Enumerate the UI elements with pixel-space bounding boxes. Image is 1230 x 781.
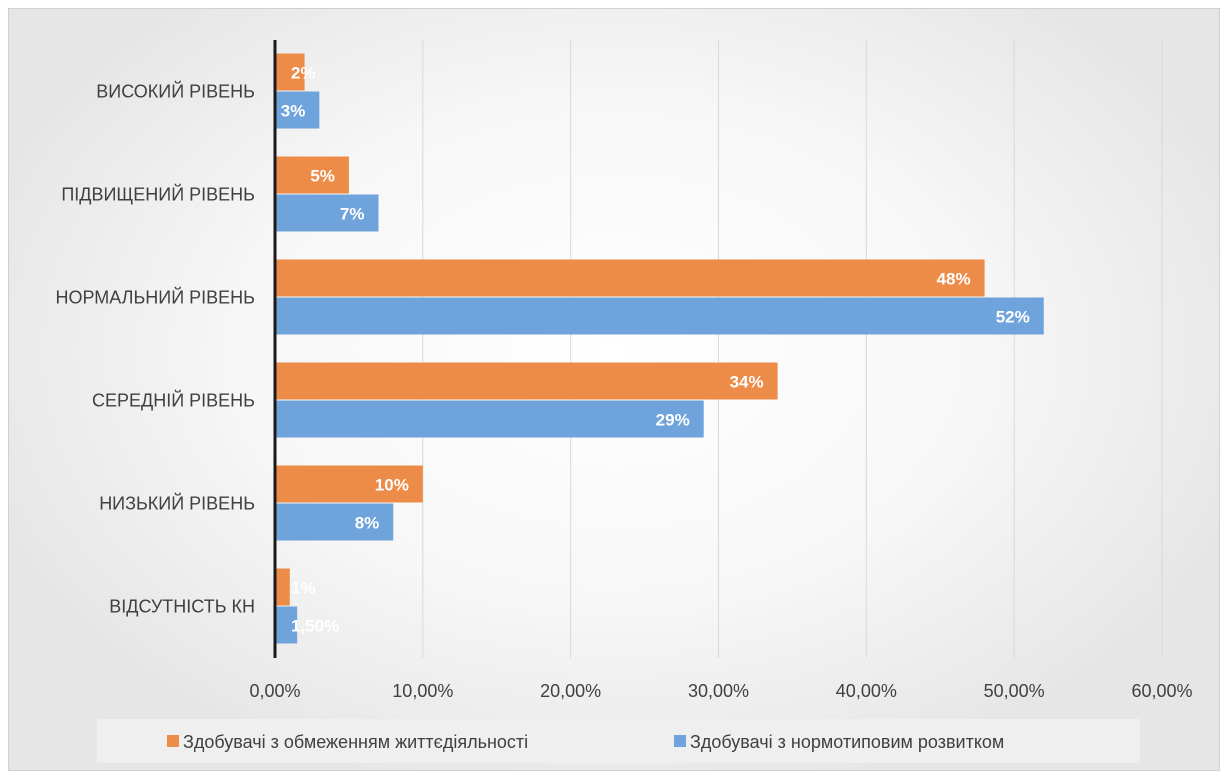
legend-swatch-series-2	[674, 735, 686, 747]
data-label: 48%	[937, 270, 971, 289]
data-label: 5%	[310, 167, 335, 186]
bar-series-2	[275, 194, 379, 232]
x-tick-label: 0,00%	[249, 681, 300, 701]
bar-series-2	[275, 503, 394, 541]
data-label: 34%	[730, 373, 764, 392]
gridlines	[422, 40, 1163, 658]
bar-series-2	[275, 297, 1044, 335]
legend-background	[97, 719, 1140, 763]
category-label: ПІДВИЩЕНИЙ РІВЕНЬ	[61, 184, 255, 205]
bar-series-1	[275, 156, 349, 194]
data-labels: 2% 3% 5% 7% 48% 52% 34% 29% 10% 8% 1% 1,50%	[281, 64, 1030, 636]
legend-label-series-2: Здобувачі з нормотиповим розвитком	[690, 732, 1004, 752]
category-label: НОРМАЛЬНИЙ РІВЕНЬ	[55, 287, 255, 308]
bar-series-1	[275, 465, 423, 503]
x-tick-label: 30,00%	[688, 681, 749, 701]
bar-series-2	[275, 400, 704, 438]
bar-series-1	[275, 568, 290, 606]
x-tick-label: 10,00%	[392, 681, 453, 701]
data-label: 3%	[281, 102, 306, 121]
category-labels: ВИСОКИЙ РІВЕНЬ ПІДВИЩЕНИЙ РІВЕНЬ НОРМАЛЬНИ…	[55, 81, 255, 617]
data-label: 2%	[291, 64, 316, 83]
bars	[275, 53, 1044, 644]
x-tick-labels: 0,00% 10,00% 20,00% 30,00% 40,00% 50,00% 60,00…	[249, 681, 1192, 701]
data-label: 1%	[291, 579, 316, 598]
data-label: 7%	[340, 205, 365, 224]
x-tick-label: 50,00%	[984, 681, 1045, 701]
bar-series-2	[275, 606, 298, 644]
legend-swatch-series-1	[167, 735, 179, 747]
x-tick-label: 20,00%	[540, 681, 601, 701]
data-label: 29%	[656, 411, 690, 430]
bar-series-1	[275, 53, 305, 91]
category-label: СЕРЕДНІЙ РІВЕНЬ	[92, 390, 255, 411]
category-label: ВИСОКИЙ РІВЕНЬ	[96, 81, 255, 102]
data-label: 8%	[355, 514, 380, 533]
legend: Здобувачі з обмеженням життєдіяльності З…	[97, 719, 1140, 763]
x-tick-label: 60,00%	[1131, 681, 1192, 701]
x-tick-label: 40,00%	[836, 681, 897, 701]
bar-series-1	[275, 259, 985, 297]
category-label: НИЗЬКИЙ РІВЕНЬ	[99, 493, 255, 514]
bar-series-2	[275, 91, 320, 129]
legend-label-series-1: Здобувачі з обмеженням життєдіяльності	[183, 732, 528, 752]
category-label: ВІДСУТНІСТЬ КН	[109, 597, 255, 617]
data-label: 10%	[375, 476, 409, 495]
data-label: 52%	[996, 308, 1030, 327]
bar-series-1	[275, 362, 778, 400]
data-label: 1,50%	[291, 617, 339, 636]
